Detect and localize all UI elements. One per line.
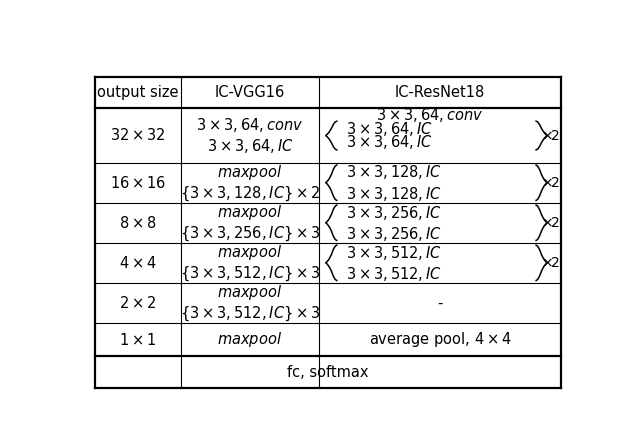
Text: -: - — [437, 296, 443, 311]
Text: $16 \times 16$: $16 \times 16$ — [110, 175, 166, 191]
Text: $3 \times 3, 256, \mathit{IC}$: $3 \times 3, 256, \mathit{IC}$ — [346, 203, 442, 222]
Text: $\times\!2$: $\times\!2$ — [541, 256, 560, 270]
Text: $3 \times 3, 64, \mathit{IC}$: $3 \times 3, 64, \mathit{IC}$ — [346, 134, 433, 151]
Text: $\mathit{maxpool}$: $\mathit{maxpool}$ — [218, 243, 282, 262]
Text: $\{3 \times 3, 128, \mathit{IC}\} \times 2$: $\{3 \times 3, 128, \mathit{IC}\} \times… — [180, 184, 320, 203]
Text: $3 \times 3, 128, \mathit{IC}$: $3 \times 3, 128, \mathit{IC}$ — [346, 185, 442, 202]
Text: $\mathit{maxpool}$: $\mathit{maxpool}$ — [218, 163, 282, 182]
Text: fc, softmax: fc, softmax — [287, 365, 369, 380]
Text: $\{3 \times 3, 512, \mathit{IC}\} \times 3$: $\{3 \times 3, 512, \mathit{IC}\} \times… — [180, 265, 320, 283]
Text: $3 \times 3, 64, \mathit{IC}$: $3 \times 3, 64, \mathit{IC}$ — [207, 137, 293, 155]
Text: $\mathit{maxpool}$: $\mathit{maxpool}$ — [218, 330, 282, 349]
Text: $8 \times 8$: $8 \times 8$ — [119, 215, 157, 231]
Text: IC-ResNet18: IC-ResNet18 — [395, 85, 485, 100]
Text: $3 \times 3, 128, \mathit{IC}$: $3 \times 3, 128, \mathit{IC}$ — [346, 163, 442, 182]
Text: $1 \times 1$: $1 \times 1$ — [120, 332, 157, 348]
Text: $3 \times 3, 64, \mathit{conv}$: $3 \times 3, 64, \mathit{conv}$ — [196, 116, 303, 134]
Text: $4 \times 4$: $4 \times 4$ — [119, 255, 157, 271]
Text: $3 \times 3, 512, \mathit{IC}$: $3 \times 3, 512, \mathit{IC}$ — [346, 244, 442, 262]
Text: $3 \times 3, 512, \mathit{IC}$: $3 \times 3, 512, \mathit{IC}$ — [346, 265, 442, 283]
Text: $3 \times 3, 64, \mathit{conv}$: $3 \times 3, 64, \mathit{conv}$ — [376, 106, 484, 124]
Text: $\times\!2$: $\times\!2$ — [541, 128, 560, 143]
Text: IC-VGG16: IC-VGG16 — [215, 85, 285, 100]
Text: $32 \times 32$: $32 \times 32$ — [110, 127, 166, 143]
Text: $3 \times 3, 64, \mathit{IC}$: $3 \times 3, 64, \mathit{IC}$ — [346, 120, 433, 138]
Text: $\mathit{maxpool}$: $\mathit{maxpool}$ — [218, 203, 282, 222]
Text: output size: output size — [97, 85, 179, 100]
Text: average pool, $4 \times 4$: average pool, $4 \times 4$ — [369, 330, 511, 349]
Text: $\{3 \times 3, 256, \mathit{IC}\} \times 3$: $\{3 \times 3, 256, \mathit{IC}\} \times… — [180, 225, 320, 243]
Text: $\{3 \times 3, 512, \mathit{IC}\} \times 3$: $\{3 \times 3, 512, \mathit{IC}\} \times… — [180, 305, 320, 323]
Text: $2 \times 2$: $2 \times 2$ — [120, 295, 157, 311]
Text: $\times\!2$: $\times\!2$ — [541, 176, 560, 190]
Text: $\times\!2$: $\times\!2$ — [541, 216, 560, 230]
Text: $3 \times 3, 256, \mathit{IC}$: $3 \times 3, 256, \mathit{IC}$ — [346, 225, 442, 243]
Text: $\mathit{maxpool}$: $\mathit{maxpool}$ — [218, 283, 282, 302]
